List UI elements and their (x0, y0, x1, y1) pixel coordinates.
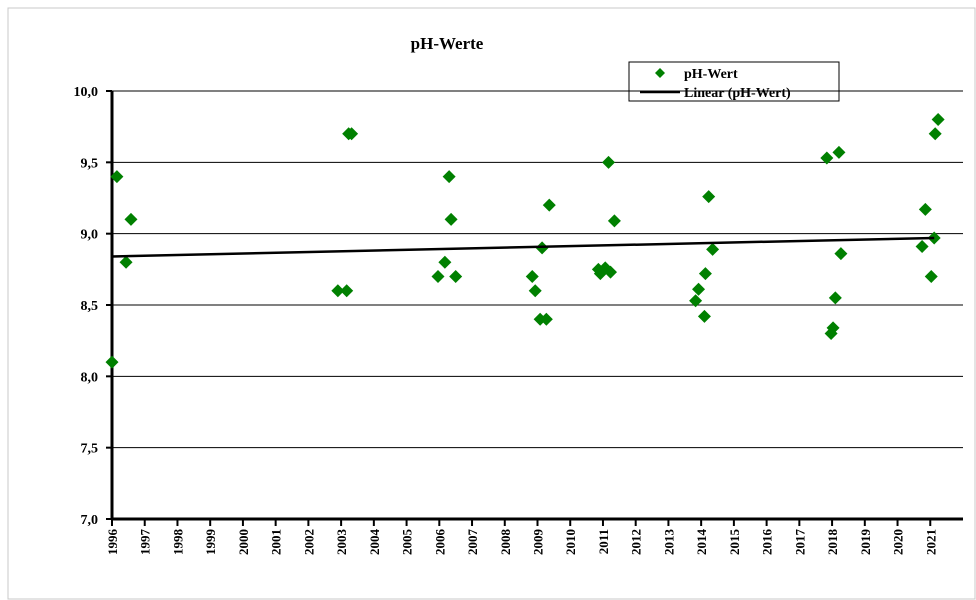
x-tick-label: 1998 (170, 529, 185, 556)
data-point (602, 155, 616, 169)
data-point (918, 202, 932, 216)
legend-box (628, 61, 840, 102)
data-point (345, 127, 359, 141)
data-point (607, 214, 621, 228)
data-point (431, 269, 445, 283)
x-tick-label: 1999 (203, 529, 218, 556)
data-point (539, 312, 553, 326)
data-point (331, 284, 345, 298)
x-tick-label: 2016 (760, 529, 775, 556)
data-point (832, 145, 846, 159)
data-point (828, 291, 842, 305)
data-point (689, 294, 703, 308)
data-point (444, 212, 458, 226)
x-tick-label: 2000 (236, 529, 251, 555)
data-point (698, 267, 712, 281)
data-point (124, 212, 138, 226)
x-tick-label: 2021 (923, 529, 938, 555)
data-point (706, 242, 720, 256)
data-point (542, 198, 556, 212)
data-point (834, 247, 848, 261)
data-point (928, 127, 942, 141)
y-tick-label: 9,5 (81, 156, 99, 171)
chart-title: pH-Werte (411, 34, 484, 53)
x-tick-label: 2003 (334, 529, 349, 556)
data-point (924, 269, 938, 283)
data-point (438, 255, 452, 269)
y-tick-label: 9,0 (81, 228, 99, 243)
data-point (931, 113, 945, 127)
x-tick-label: 2009 (531, 529, 546, 556)
x-tick-label: 2010 (563, 529, 578, 555)
data-point (442, 170, 456, 184)
data-point (603, 265, 617, 279)
y-tick-label: 10,0 (74, 85, 99, 100)
chart-frame (7, 7, 976, 600)
x-tick-label: 2011 (596, 529, 611, 554)
legend-label: Linear (pH-Wert) (684, 86, 791, 101)
data-point (340, 284, 354, 298)
x-tick-label: 2004 (367, 529, 382, 556)
legend-marker (655, 68, 665, 78)
legend-label: pH-Wert (684, 67, 738, 82)
x-tick-label: 2019 (858, 529, 873, 556)
x-tick-label: 2015 (727, 529, 742, 556)
x-tick-label: 2014 (694, 529, 709, 556)
data-point (697, 309, 711, 323)
x-tick-label: 2001 (269, 529, 284, 555)
x-tick-label: 2017 (792, 529, 807, 556)
trend-line (111, 236, 935, 258)
y-tick-label: 8,5 (81, 299, 99, 314)
x-tick-label: 1997 (138, 529, 153, 556)
x-tick-label: 2012 (629, 529, 644, 555)
y-tick-label: 7,0 (81, 513, 99, 528)
y-tick-label: 7,5 (81, 442, 99, 457)
data-point (449, 269, 463, 283)
x-tick-label: 2006 (432, 529, 447, 556)
data-point (820, 151, 834, 165)
data-point (110, 170, 124, 184)
data-point (525, 269, 539, 283)
x-tick-label: 2018 (825, 529, 840, 556)
y-tick-label: 8,0 (81, 370, 99, 385)
x-tick-label: 2002 (301, 529, 316, 555)
data-point (692, 282, 706, 296)
data-point (826, 321, 840, 335)
data-point (105, 355, 119, 369)
data-point (528, 284, 542, 298)
x-tick-label: 2007 (465, 529, 480, 556)
x-tick-label: 2020 (891, 529, 906, 555)
x-tick-label: 2008 (498, 529, 513, 556)
x-tick-label: 2005 (400, 529, 415, 556)
data-point (915, 240, 929, 254)
data-point (702, 190, 716, 204)
x-tick-label: 2013 (661, 529, 676, 556)
data-point (119, 255, 133, 269)
x-tick-label: 1996 (105, 529, 120, 556)
